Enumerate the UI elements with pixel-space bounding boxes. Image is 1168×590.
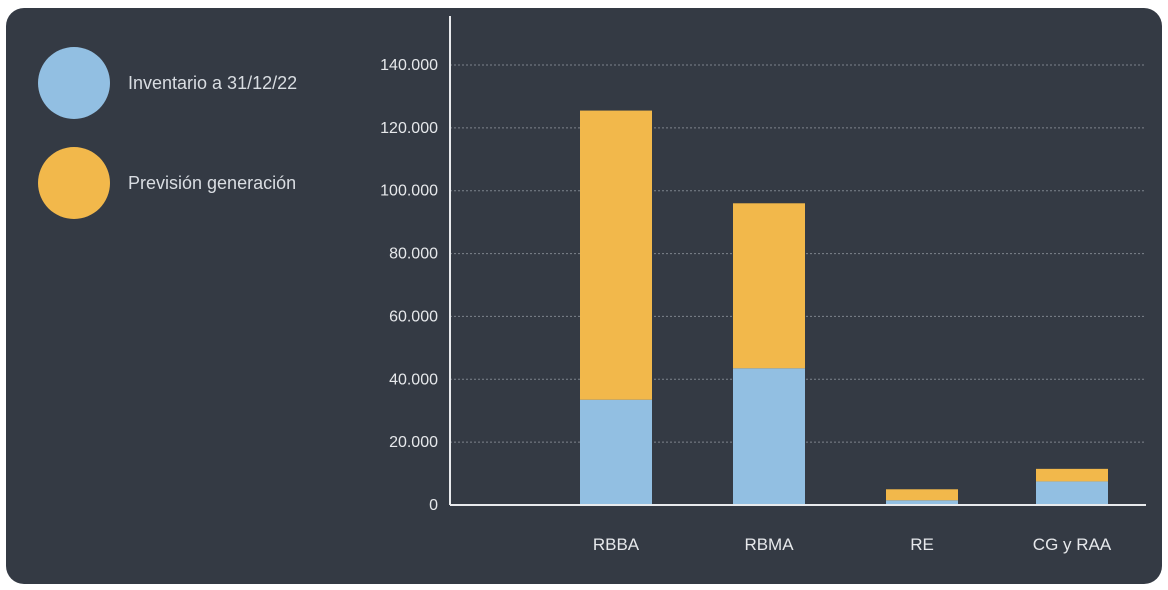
y-tick-label: 20.000: [389, 434, 438, 451]
y-tick-label: 0: [429, 497, 438, 514]
legend-swatch-prevision: [38, 147, 110, 219]
bar-inventario: [580, 399, 652, 505]
legend-item-prevision: Previsión generación: [38, 147, 296, 219]
x-category-label: RBBA: [593, 535, 640, 554]
bar-inventario: [886, 500, 958, 505]
y-tick-label: 120.000: [380, 120, 438, 137]
y-tick-label: 100.000: [380, 183, 438, 200]
y-tick-label: 140.000: [380, 57, 438, 74]
bar-prevision: [886, 489, 958, 501]
bar-inventario: [1036, 481, 1108, 505]
legend-item-inventario: Inventario a 31/12/22: [38, 47, 297, 119]
bar-prevision: [733, 203, 805, 369]
y-tick-label: 60.000: [389, 308, 438, 325]
bar-prevision: [1036, 468, 1108, 482]
x-category-label: RBMA: [744, 535, 794, 554]
legend-label-inventario: Inventario a 31/12/22: [128, 72, 298, 93]
y-tick-label: 80.000: [389, 246, 438, 263]
bar-prevision: [580, 110, 652, 400]
legend-label-prevision: Previsión generación: [128, 172, 297, 193]
bar-inventario: [733, 368, 805, 505]
x-category-label: RE: [910, 535, 934, 554]
x-category-label: CG y RAA: [1033, 535, 1112, 554]
legend-swatch-inventario: [38, 47, 110, 119]
y-tick-label: 40.000: [389, 371, 438, 388]
